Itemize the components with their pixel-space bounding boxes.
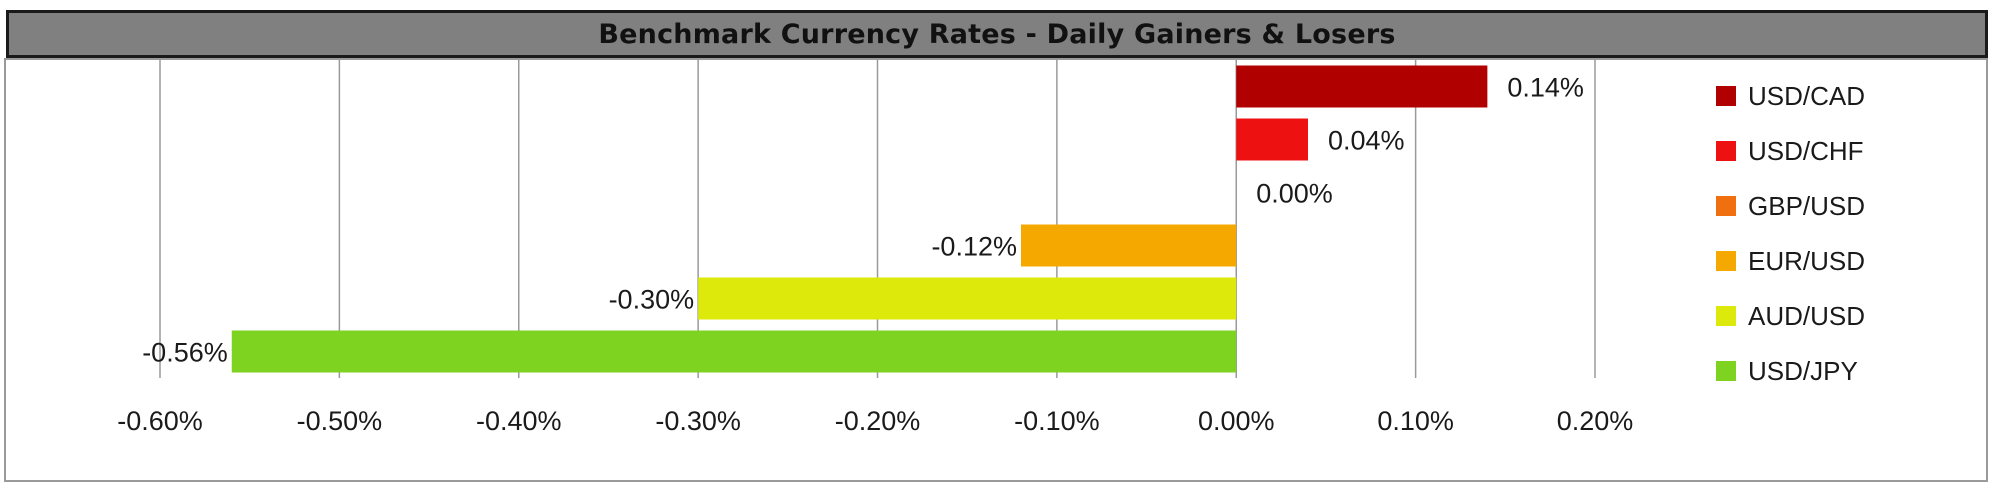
x-tick-label: 0.00% xyxy=(1198,406,1275,436)
legend-swatch xyxy=(1716,141,1736,161)
legend: USD/CAD USD/CHF GBP/USD EUR/USD AUD/USD USD/J… xyxy=(1716,81,1865,386)
data-label: 0.00% xyxy=(1256,179,1333,209)
x-tick-label: 0.10% xyxy=(1377,406,1454,436)
bar-aud-usd xyxy=(698,277,1237,320)
bar-eur-usd xyxy=(1021,224,1237,267)
x-tick-label: -0.10% xyxy=(1014,406,1100,436)
bar-usd-jpy xyxy=(231,330,1237,373)
bars xyxy=(231,65,1488,373)
data-label: 0.14% xyxy=(1507,73,1584,103)
legend-swatch xyxy=(1716,361,1736,381)
legend-label: USD/CHF xyxy=(1748,136,1864,166)
data-label: -0.56% xyxy=(142,338,228,368)
legend-label: USD/CAD xyxy=(1748,81,1865,111)
chart-frame xyxy=(4,58,1988,482)
x-tick-label: -0.50% xyxy=(297,406,383,436)
legend-swatch xyxy=(1716,251,1736,271)
legend-label: USD/JPY xyxy=(1748,356,1858,386)
x-tick-label: -0.60% xyxy=(117,406,203,436)
legend-swatch xyxy=(1716,196,1736,216)
gridlines xyxy=(159,60,1596,378)
legend-label: EUR/USD xyxy=(1748,246,1865,276)
bar-usd-cad xyxy=(1236,65,1488,108)
x-tick-label: 0.20% xyxy=(1557,406,1634,436)
data-label: -0.12% xyxy=(931,232,1017,262)
chart-title: Benchmark Currency Rates - Daily Gainers… xyxy=(598,18,1396,50)
legend-swatch xyxy=(1716,306,1736,326)
bar-usd-chf xyxy=(1236,118,1308,161)
legend-label: AUD/USD xyxy=(1748,301,1865,331)
x-tick-label: -0.40% xyxy=(476,406,562,436)
data-label: -0.30% xyxy=(609,285,695,315)
x-tick-label: -0.20% xyxy=(835,406,921,436)
data-label: 0.04% xyxy=(1328,126,1405,156)
legend-swatch xyxy=(1716,86,1736,106)
x-tick-label: -0.30% xyxy=(655,406,741,436)
chart-title-bar: Benchmark Currency Rates - Daily Gainers… xyxy=(6,10,1988,58)
data-labels: 0.14% 0.04% 0.00% -0.12% -0.30% -0.56% xyxy=(142,73,1584,368)
x-axis-ticks: -0.60% -0.50% -0.40% -0.30% -0.20% -0.10% 0.00… xyxy=(117,406,1633,436)
legend-label: GBP/USD xyxy=(1748,191,1865,221)
